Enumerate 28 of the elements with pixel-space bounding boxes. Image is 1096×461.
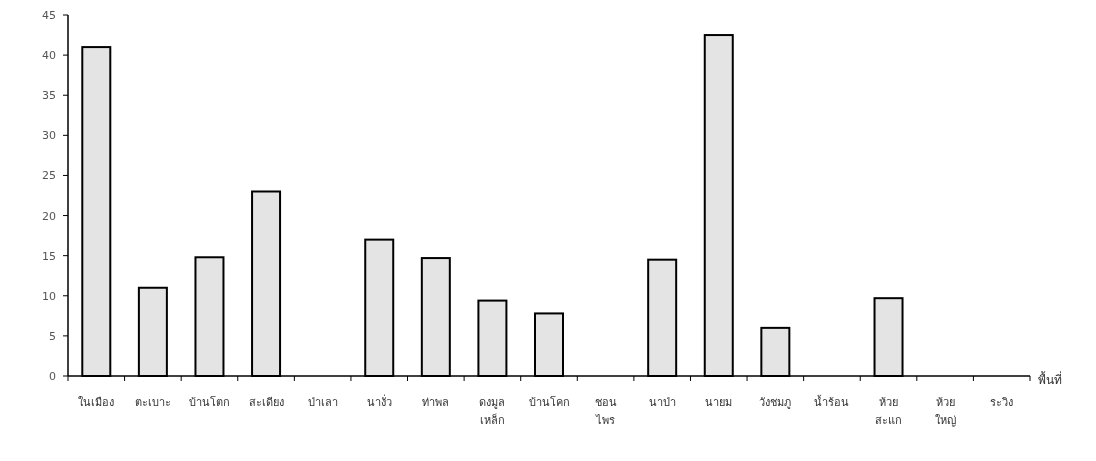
x-tick-label: บ้านโคก xyxy=(528,395,570,409)
y-tick-label: 45 xyxy=(42,9,56,22)
x-tick-label: วังชมภู xyxy=(759,396,792,409)
x-tick-label: นาป่า xyxy=(648,396,676,409)
x-tick-label: นายม xyxy=(705,396,733,409)
y-tick-label: 15 xyxy=(42,249,56,263)
x-tick-label: ระวิง xyxy=(990,396,1014,409)
x-tick-label: นางั่ว xyxy=(366,394,392,409)
x-tick-label: ห้วย สะแก xyxy=(875,396,903,427)
x-tick-label: ท่าพล xyxy=(422,396,450,409)
y-tick-label: 20 xyxy=(42,209,56,223)
x-tick-label: ตะเบาะ xyxy=(134,396,171,409)
x-tick-label: ป่าเลา xyxy=(307,396,338,409)
x-tick-label: น้ำร้อน xyxy=(814,394,850,409)
x-tick-label: ชอน ไพร xyxy=(594,396,617,427)
x-tick-label: ในเมือง xyxy=(78,396,115,409)
x-tick-label: สะเดียง xyxy=(248,396,284,409)
x-tick-label: ดงมูล เหล็ก xyxy=(479,396,506,427)
x-tick-label: ห้วย ใหญ่ xyxy=(934,396,956,427)
y-tick-label: 30 xyxy=(42,129,56,143)
y-tick-label: 0 xyxy=(49,370,56,383)
y-tick-label: 25 xyxy=(42,169,56,183)
y-tick-label: 5 xyxy=(49,329,56,343)
y-tick-label: 40 xyxy=(42,49,56,63)
x-tick-label: บ้านโตก xyxy=(188,395,230,409)
x-axis-title: พื้นที่ xyxy=(1038,371,1062,387)
y-tick-label: 35 xyxy=(42,89,56,103)
y-tick-label: 10 xyxy=(42,289,56,303)
